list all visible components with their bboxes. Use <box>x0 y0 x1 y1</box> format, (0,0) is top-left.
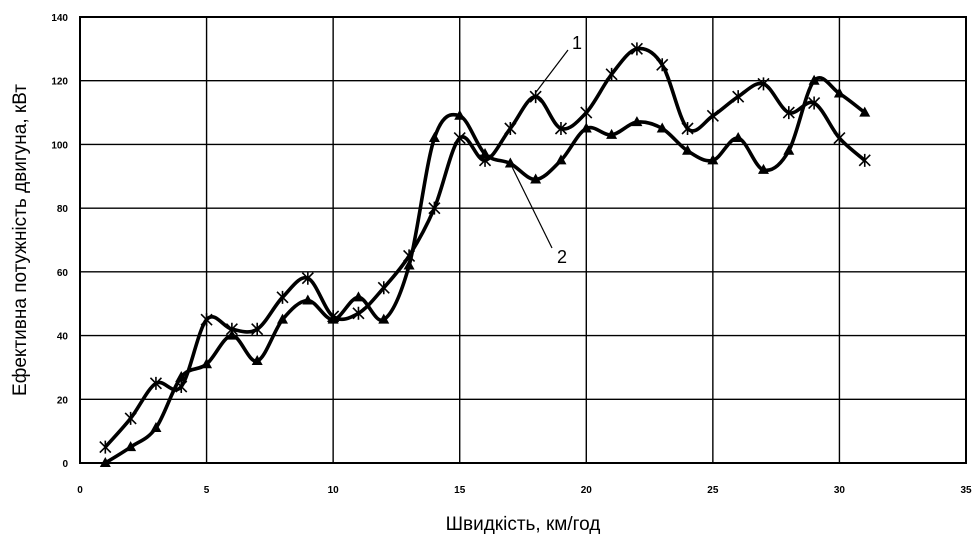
series-1-point <box>732 90 745 104</box>
series-2-point <box>302 294 314 305</box>
x-tick-label: 5 <box>204 485 210 496</box>
y-axis-title: Ефективна потужність двигуна, кВт <box>10 84 31 396</box>
series-2 <box>99 74 871 467</box>
y-tick-label: 20 <box>57 395 69 406</box>
series-1-point <box>251 322 264 336</box>
series-2-point <box>555 154 567 165</box>
series-1-point <box>453 131 466 145</box>
series-2-point <box>125 441 137 452</box>
x-tick-label: 35 <box>960 485 972 496</box>
x-tick-label: 30 <box>834 485 846 496</box>
series-2-point <box>859 106 871 117</box>
series-2-point <box>530 173 542 184</box>
series-1-point <box>833 131 846 145</box>
series-2-point <box>833 87 845 98</box>
series-2-point <box>580 122 592 133</box>
series-2-point <box>403 259 415 270</box>
series-1-point <box>808 96 821 110</box>
series-1-point <box>428 201 441 215</box>
series-2-point <box>150 421 162 432</box>
series-2-point <box>504 157 516 168</box>
series-2-point <box>352 291 364 302</box>
series-1-point <box>782 106 795 120</box>
series-2-point <box>175 370 187 381</box>
series-2-point <box>783 144 795 155</box>
series-2-point <box>707 154 719 165</box>
series-2-point <box>479 147 491 158</box>
annotation-2: 2 <box>557 247 567 267</box>
x-tick-label: 25 <box>707 485 719 496</box>
series-2-point <box>327 313 339 324</box>
series-2-point <box>656 122 668 133</box>
series-2-point <box>378 313 390 324</box>
annotation-1-leader <box>535 49 569 94</box>
y-tick-label: 140 <box>51 13 68 24</box>
y-tick-label: 80 <box>57 204 69 215</box>
series-2-point <box>732 132 744 143</box>
series-1-point <box>99 440 112 454</box>
x-tick-label: 15 <box>454 485 466 496</box>
annotation-1: 1 <box>572 33 582 53</box>
x-tick-label: 20 <box>581 485 593 496</box>
series-1-line <box>103 46 866 449</box>
y-tick-label: 120 <box>51 77 68 88</box>
annotation-layer: 1 2 <box>511 33 582 267</box>
series-2-point <box>606 128 618 139</box>
series-2-point <box>631 116 643 127</box>
x-axis-title: Швидкість, км/год <box>446 514 601 535</box>
series-1-point <box>605 67 618 81</box>
plot-frame <box>79 16 967 464</box>
series-1 <box>99 42 871 454</box>
series-1-point <box>200 313 213 327</box>
x-tick-label: 10 <box>328 485 340 496</box>
series-1-point <box>276 290 289 304</box>
y-tick-label: 100 <box>51 140 68 151</box>
series-2-point <box>251 355 263 366</box>
series-1-point <box>352 306 365 320</box>
series-1-point <box>656 58 669 72</box>
y-tick-label: 0 <box>62 459 68 470</box>
x-tick-label: 0 <box>77 485 83 496</box>
y-tick-label: 60 <box>57 268 69 279</box>
series-1-point <box>681 122 694 135</box>
series-2-point <box>454 109 466 120</box>
series-layer <box>99 42 871 467</box>
series-2-point <box>757 163 769 174</box>
series-1-point <box>858 153 871 167</box>
series-1-point <box>630 42 643 56</box>
series-1-point <box>124 411 137 425</box>
series-2-point <box>428 132 440 143</box>
series-2-line <box>104 76 866 465</box>
series-1-point <box>504 122 517 135</box>
series-2-point <box>201 358 213 369</box>
series-2-point <box>682 144 694 155</box>
annotation-2-leader <box>511 167 553 249</box>
y-tick-label: 40 <box>57 332 69 343</box>
series-1-point <box>377 281 390 295</box>
series-1-point <box>580 106 593 120</box>
series-2-point <box>277 313 289 324</box>
series-1-point <box>757 77 770 91</box>
grid <box>79 16 967 464</box>
series-1-point <box>706 109 719 123</box>
series-2-point <box>808 74 820 85</box>
tick-labels: 0 5 10 15 20 25 30 35 0 20 40 60 80 100 120 140 <box>51 13 972 496</box>
series-1-point <box>301 271 314 285</box>
series-1-point <box>554 122 568 135</box>
series-2-point <box>99 457 111 467</box>
series-2-point <box>226 329 238 340</box>
series-1-point <box>149 376 163 390</box>
